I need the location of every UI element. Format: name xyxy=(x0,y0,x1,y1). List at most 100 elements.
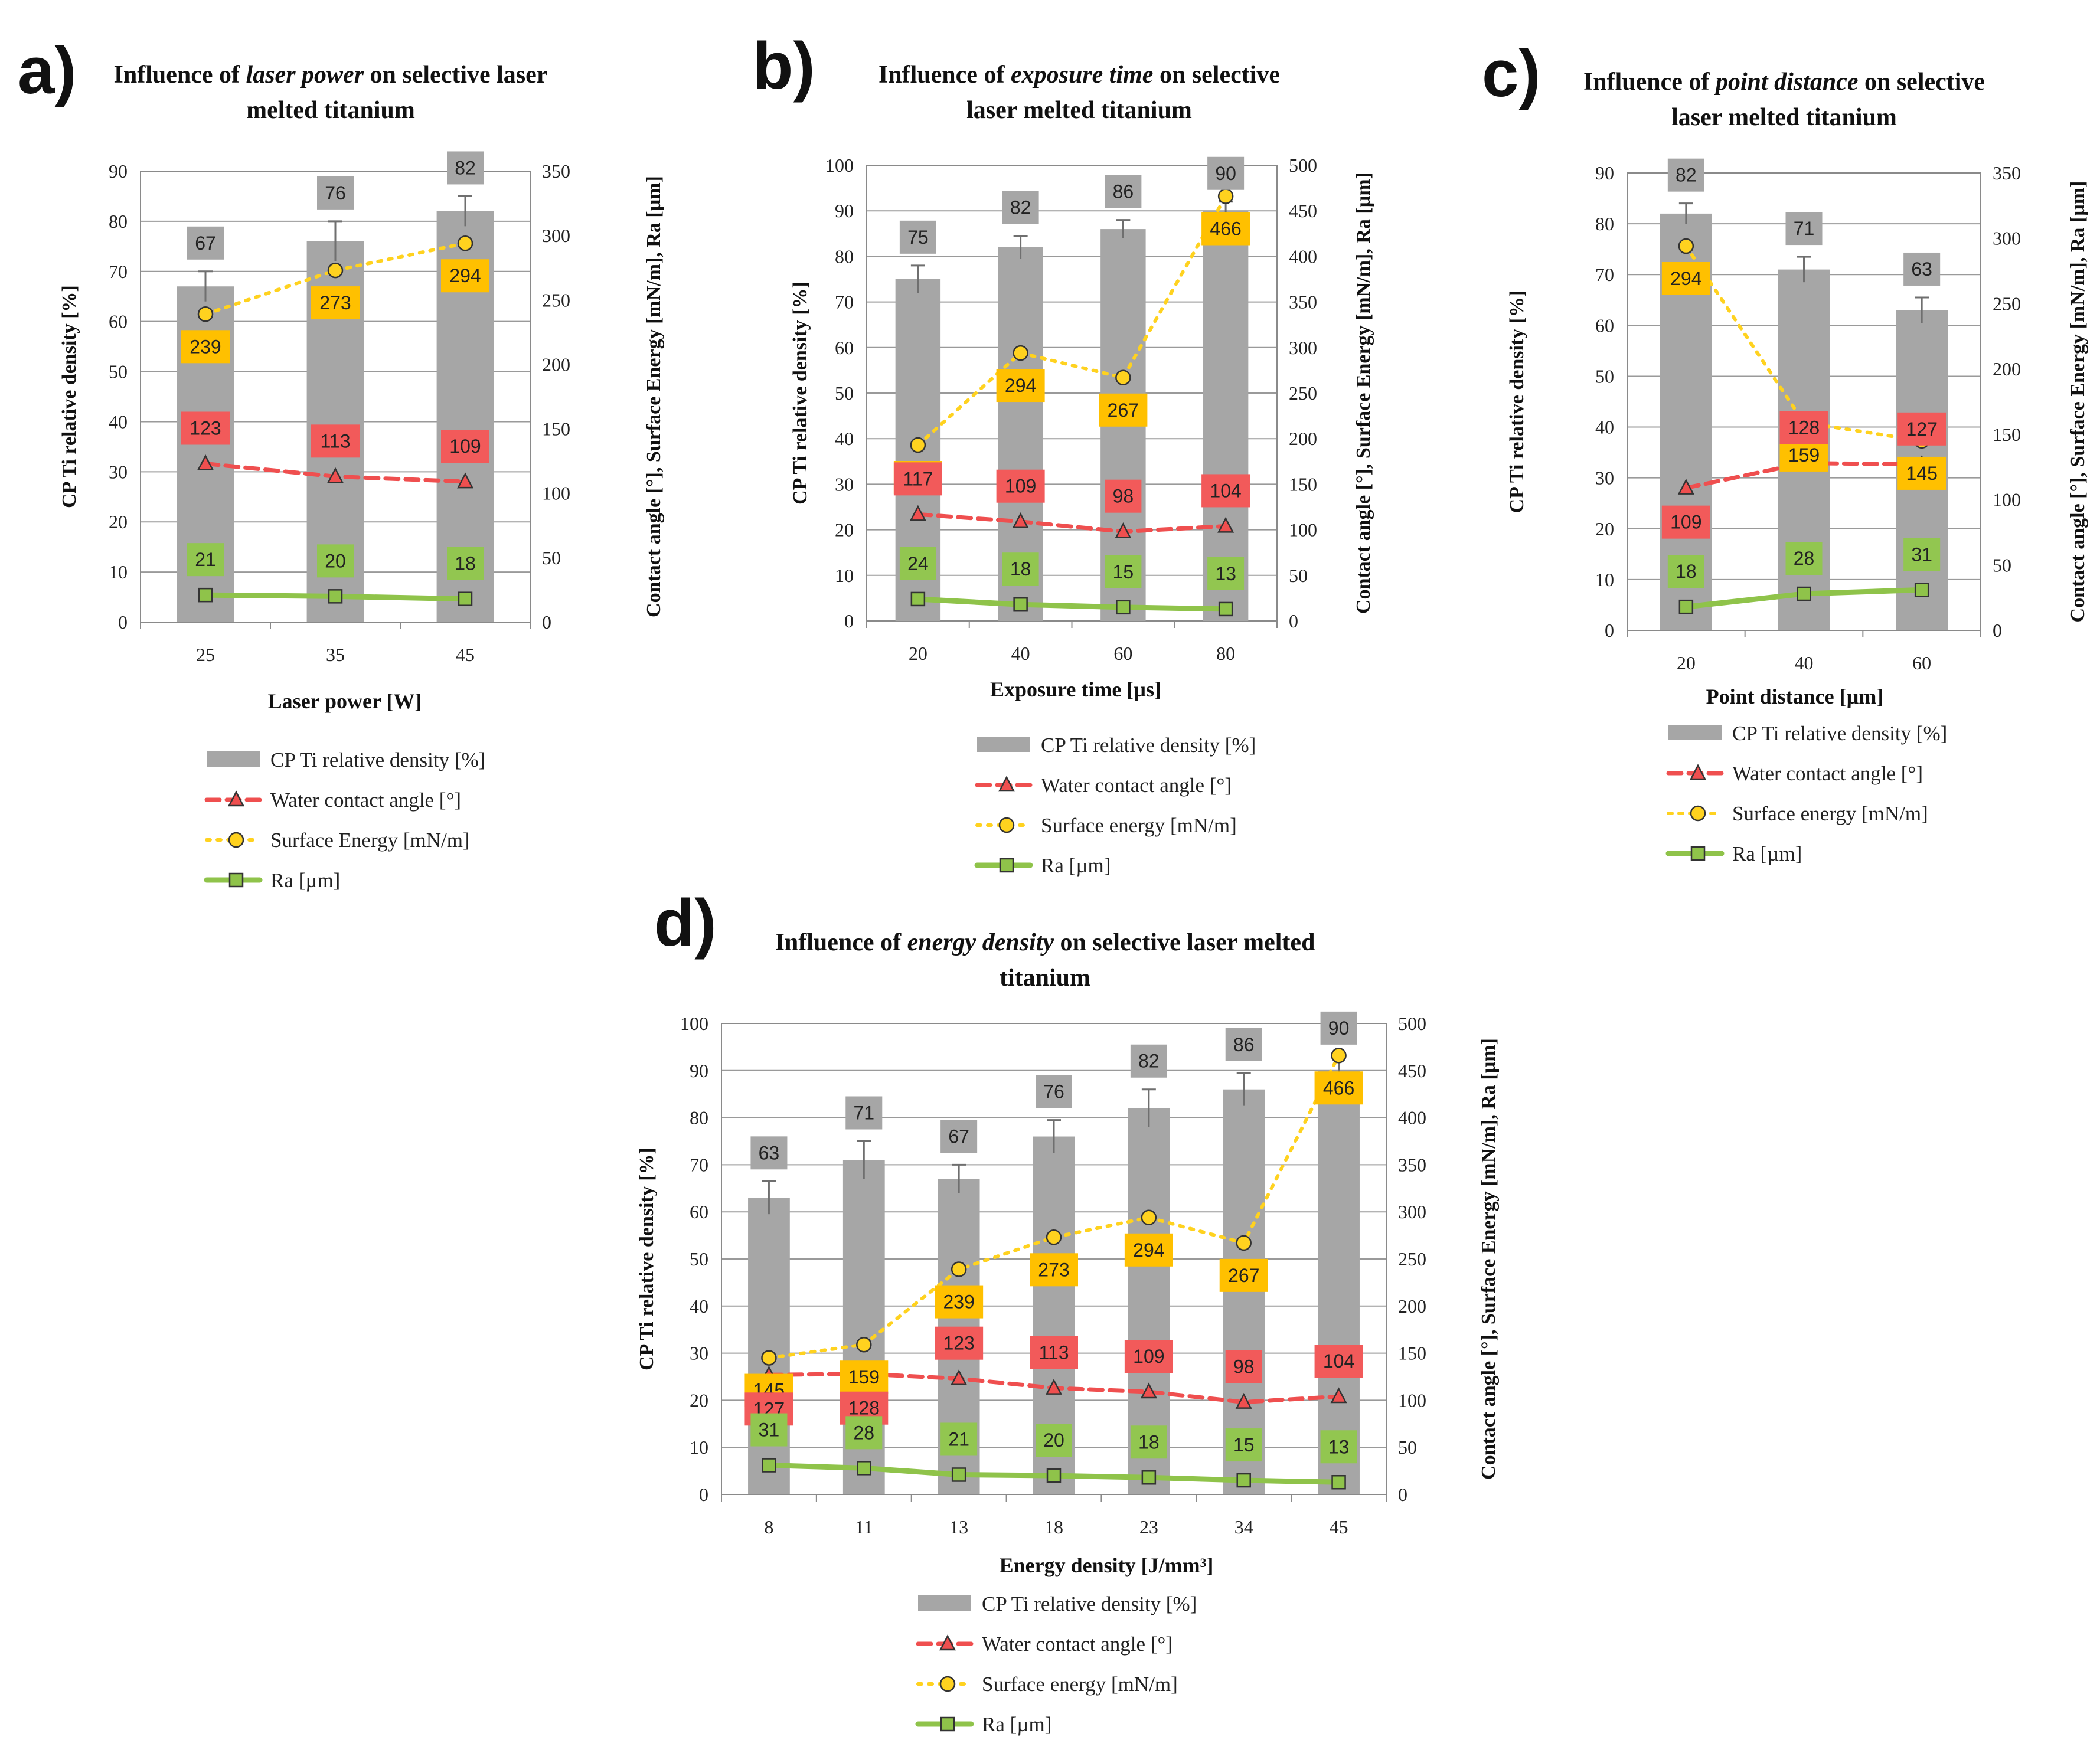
surface-marker xyxy=(1678,238,1694,254)
contact-label: 123 xyxy=(190,418,221,439)
y-tick-left: 10 xyxy=(690,1437,708,1458)
contact-label: 109 xyxy=(449,436,481,457)
legend-swatch-marker xyxy=(1690,805,1706,822)
y-tick-left: 0 xyxy=(699,1484,708,1505)
legend-swatch-marker xyxy=(227,790,245,807)
contact-label: 113 xyxy=(320,430,350,452)
chart-panel-b: b) Influence of exposure time on selectiv… xyxy=(753,29,1374,877)
y-axis-label-left: CP Ti relative density [%] xyxy=(789,282,811,505)
ra-label-bg xyxy=(1207,557,1245,590)
ra-marker xyxy=(1797,586,1811,601)
density-label: 82 xyxy=(1138,1051,1160,1072)
surface-label: 294 xyxy=(1005,375,1036,396)
y-tick-right: 300 xyxy=(542,225,570,246)
ra-label: 18 xyxy=(1010,558,1031,580)
ra-label: 13 xyxy=(1328,1436,1350,1457)
legend-label: Surface energy [mN/m] xyxy=(1041,814,1237,837)
y-tick-left: 0 xyxy=(118,611,128,633)
legend-item-bar: CP Ti relative density [%] xyxy=(977,734,1256,757)
legend-swatch-bar xyxy=(977,737,1030,752)
density-label: 86 xyxy=(1113,181,1134,202)
legend-item-contact: Water contact angle [°] xyxy=(204,789,461,812)
contact-label-bg xyxy=(1897,412,1946,446)
surface-marker xyxy=(1236,1235,1252,1251)
ra-label-bg xyxy=(187,543,224,577)
legend-item-contact: Water contact angle [°] xyxy=(1666,762,1923,785)
contact-label: 98 xyxy=(1233,1356,1255,1378)
contact-label-bg xyxy=(1779,411,1828,444)
legend-swatch-marker xyxy=(999,858,1014,873)
ra-marker xyxy=(198,587,213,603)
y-tick-right: 100 xyxy=(542,483,570,504)
y-tick-left: 80 xyxy=(835,246,854,267)
y-tick-left: 90 xyxy=(1595,162,1614,184)
legend-label: Ra [µm] xyxy=(1732,842,1802,865)
y-tick-right: 200 xyxy=(542,354,570,375)
legend-label: Ra [µm] xyxy=(982,1713,1051,1736)
legend-item-contact: Water contact angle [°] xyxy=(975,774,1232,797)
density-label: 82 xyxy=(1676,165,1697,186)
legend-item-ra: Ra [µm] xyxy=(1665,842,1802,865)
y-tick-left: 30 xyxy=(1595,467,1614,489)
ra-label: 20 xyxy=(325,550,346,571)
legend-label: Water contact angle [°] xyxy=(1732,762,1923,785)
ra-label-bg xyxy=(1320,1430,1357,1464)
surface-label-bg xyxy=(1099,393,1148,427)
y-axis-label-left: CP Ti relative density [%] xyxy=(58,285,80,508)
y-tick-left: 80 xyxy=(690,1107,708,1129)
chart-title-line2-a: melted titanium xyxy=(246,97,415,124)
contact-label-bg xyxy=(1105,479,1142,513)
ra-label: 21 xyxy=(195,549,216,570)
y-tick-right: 250 xyxy=(1398,1248,1426,1270)
chart-panel-a: a) Influence of laser power on selective … xyxy=(18,34,665,892)
legend-swatch-marker xyxy=(939,1676,956,1692)
legend-label: Surface energy [mN/m] xyxy=(1732,802,1928,825)
contact-label: 104 xyxy=(1210,480,1241,501)
y-tick-right: 450 xyxy=(1289,200,1317,221)
contact-label-bg xyxy=(181,411,230,445)
x-axis-label: Exposure time [µs] xyxy=(990,678,1161,701)
ra-label-bg xyxy=(1130,1425,1167,1459)
legend-label: CP Ti relative density [%] xyxy=(1732,722,1947,745)
y-tick-left: 50 xyxy=(1595,365,1614,387)
ra-marker xyxy=(1141,1470,1157,1485)
x-tick-label: 13 xyxy=(949,1516,968,1538)
y-tick-left: 50 xyxy=(109,361,128,382)
x-tick-label: 23 xyxy=(1139,1516,1158,1538)
y-tick-left: 90 xyxy=(690,1060,708,1081)
x-tick-label: 60 xyxy=(1113,643,1132,664)
ra-label: 15 xyxy=(1233,1434,1255,1455)
surface-label-bg xyxy=(1030,1253,1078,1287)
surface-label-bg xyxy=(1661,262,1710,295)
density-label: 86 xyxy=(1233,1034,1255,1055)
y-tick-left: 30 xyxy=(690,1343,708,1364)
y-tick-right: 400 xyxy=(1289,246,1317,267)
density-label-bg xyxy=(899,220,936,254)
y-tick-left: 60 xyxy=(1595,315,1614,336)
legend-item-contact: Water contact angle [°] xyxy=(916,1633,1173,1656)
surface-label: 466 xyxy=(1323,1077,1354,1098)
y-tick-right: 200 xyxy=(1398,1296,1426,1317)
y-tick-right: 350 xyxy=(542,161,570,182)
y-tick-right: 400 xyxy=(1398,1107,1426,1129)
y-tick-right: 0 xyxy=(1398,1484,1407,1505)
chart-panel-d: d) Influence of energy density on selecti… xyxy=(636,886,1500,1736)
ra-label: 28 xyxy=(1794,548,1815,569)
y-tick-right: 250 xyxy=(542,289,570,310)
y-tick-left: 30 xyxy=(835,473,854,495)
y-tick-left: 80 xyxy=(1595,213,1614,234)
ra-marker xyxy=(1678,599,1694,614)
surface-label-bg xyxy=(1201,212,1250,246)
contact-label-bg xyxy=(935,1326,984,1360)
ra-line xyxy=(915,596,1229,612)
ra-label: 18 xyxy=(1676,561,1697,582)
ra-marker xyxy=(1013,597,1028,612)
legend-swatch-bar xyxy=(1668,725,1722,740)
surface-label-bg xyxy=(181,330,230,364)
density-label-bg xyxy=(187,226,224,260)
ra-marker xyxy=(910,591,926,607)
y-tick-left: 10 xyxy=(109,561,128,583)
y-tick-right: 100 xyxy=(1398,1389,1426,1411)
x-tick-label: 20 xyxy=(1677,652,1696,673)
